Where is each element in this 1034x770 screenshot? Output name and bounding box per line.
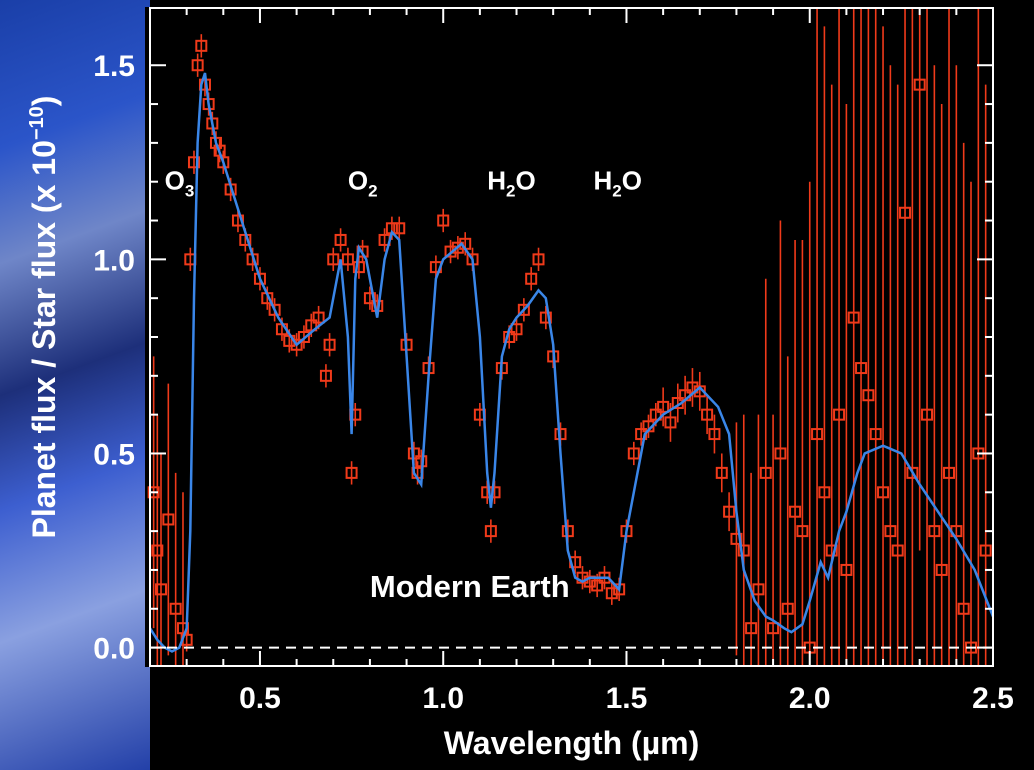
data-point <box>169 602 182 615</box>
x-tick-label: 1.5 <box>606 682 648 715</box>
data-point <box>745 622 758 635</box>
data-point <box>877 486 890 499</box>
molecule-label: O3 <box>165 165 195 200</box>
data-point <box>268 303 281 316</box>
data-point <box>825 544 838 557</box>
data-point <box>913 78 926 91</box>
data-point <box>899 206 912 219</box>
data-point <box>869 428 882 441</box>
x-tick-label: 0.5 <box>239 682 281 715</box>
x-tick-label: 1.0 <box>422 682 464 715</box>
y-tick-label: 0.0 <box>93 633 135 666</box>
data-point <box>767 622 780 635</box>
data-point <box>796 525 809 538</box>
data-point <box>774 447 787 460</box>
data-point <box>217 156 230 169</box>
data-point <box>708 428 721 441</box>
data-point <box>352 261 365 274</box>
data-point <box>928 525 941 538</box>
data-point <box>605 587 618 600</box>
data-point <box>539 311 552 324</box>
x-tick-label: 2.0 <box>789 682 831 715</box>
data-point <box>818 486 831 499</box>
data-point <box>891 544 904 557</box>
data-point <box>151 544 164 557</box>
data-point <box>162 513 175 526</box>
data-point <box>781 602 794 615</box>
data-point <box>195 39 208 52</box>
data-point <box>525 272 538 285</box>
y-axis-title: Planet flux / Star flux (x 10−10) <box>26 96 62 539</box>
data-point <box>862 389 875 402</box>
series-label: Modern Earth <box>370 569 570 604</box>
data-point <box>484 525 497 538</box>
data-point <box>921 408 934 421</box>
chart-panel: O3 O2 H2O H2O Modern Earth <box>145 7 1009 667</box>
data-point <box>532 253 545 266</box>
data-point <box>305 319 318 332</box>
data-point <box>979 544 992 557</box>
data-point <box>840 563 853 576</box>
data-point <box>759 466 772 479</box>
data-point <box>847 311 860 324</box>
data-point <box>649 408 662 421</box>
data-point <box>957 602 970 615</box>
data-point <box>341 253 354 266</box>
data-point <box>664 416 677 429</box>
spectrum-chart: O3 O2 H2O H2O Modern Earth <box>147 7 995 667</box>
data-point <box>312 311 325 324</box>
data-point <box>444 245 457 258</box>
y-tick-label: 1.5 <box>93 50 135 83</box>
y-tick-label: 0.5 <box>93 438 135 471</box>
data-point <box>191 59 204 72</box>
data-point <box>327 253 340 266</box>
data-point <box>253 272 266 285</box>
data-point <box>730 532 743 545</box>
data-point <box>345 466 358 479</box>
x-axis-title: Wavelength (µm) <box>444 725 699 761</box>
data-point <box>231 214 244 227</box>
y-tick-label: 1.0 <box>93 244 135 277</box>
data-point <box>154 583 167 596</box>
data-point <box>323 338 336 351</box>
data-point <box>789 505 802 518</box>
data-point <box>627 447 640 460</box>
data-point <box>176 622 189 635</box>
data-point <box>811 428 824 441</box>
molecule-label: H2O <box>487 165 535 200</box>
data-point <box>393 222 406 235</box>
data-point <box>657 400 670 413</box>
data-point <box>943 466 956 479</box>
molecule-label: H2O <box>593 165 641 200</box>
x-tick-label: 2.5 <box>972 682 1014 715</box>
data-point <box>319 369 332 382</box>
molecule-label: O2 <box>348 165 378 200</box>
data-point <box>147 486 160 499</box>
data-point <box>752 583 765 596</box>
data-point <box>334 233 347 246</box>
data-point <box>701 408 714 421</box>
data-point <box>715 466 728 479</box>
data-point <box>884 525 897 538</box>
data-point <box>723 505 736 518</box>
data-point <box>591 579 604 592</box>
data-point <box>437 214 450 227</box>
data-point <box>510 323 523 336</box>
background-image-strip <box>0 0 150 770</box>
data-point <box>517 303 530 316</box>
data-point <box>833 408 846 421</box>
data-point <box>737 544 750 557</box>
data-point <box>935 563 948 576</box>
data-point <box>363 292 376 305</box>
data-point <box>855 362 868 375</box>
data-point <box>290 338 303 351</box>
data-point <box>187 156 200 169</box>
data-point <box>297 331 310 343</box>
data-point <box>906 466 919 479</box>
model-spectrum-line <box>148 72 995 653</box>
